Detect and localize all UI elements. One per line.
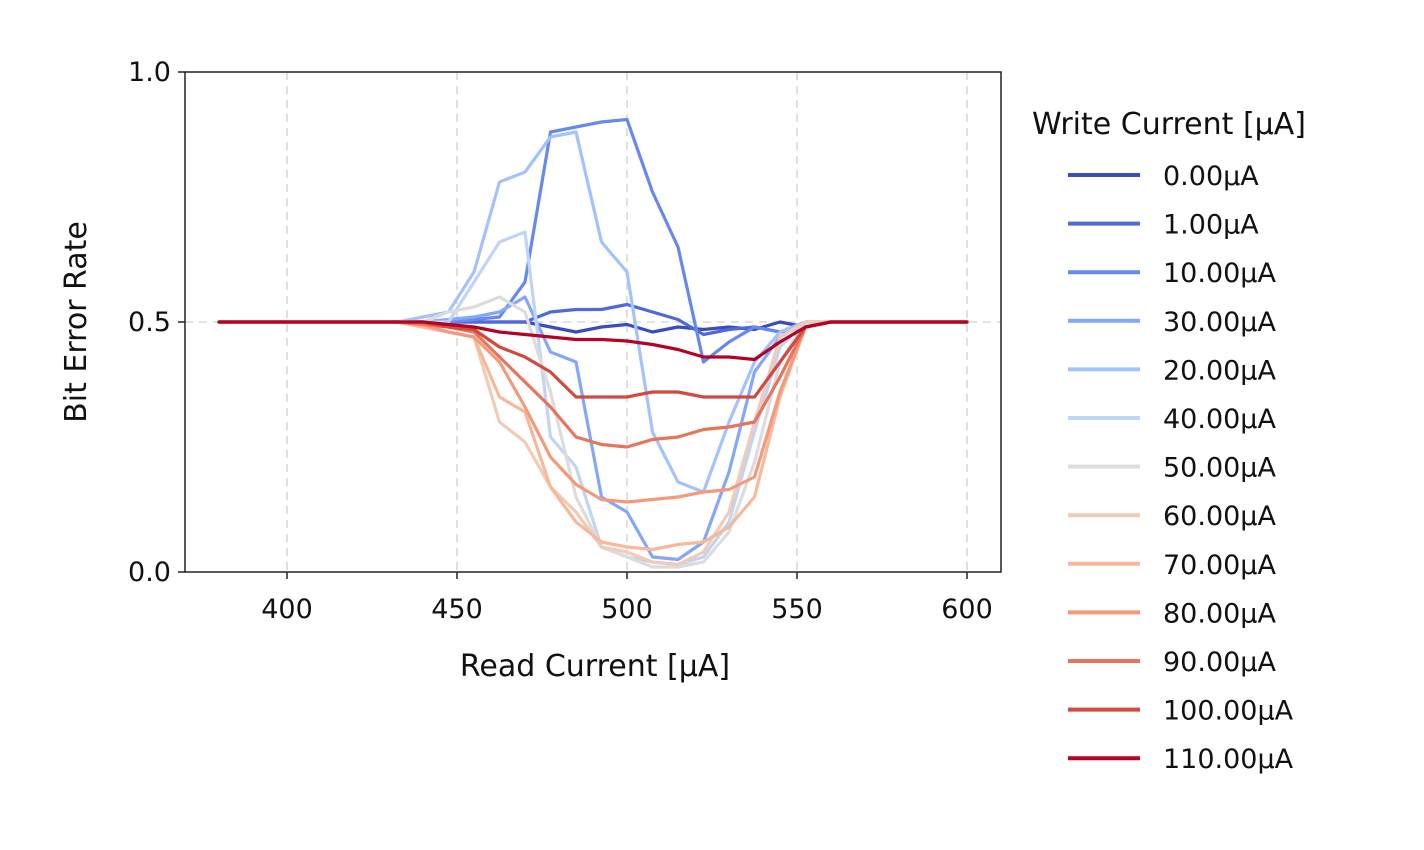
legend-label: 30.00μA (1163, 307, 1276, 338)
legend-label: 0.00μA (1163, 161, 1259, 192)
series-line-2 (217, 117, 969, 364)
legend-label: 10.00μA (1163, 258, 1276, 289)
legend-label: 100.00μA (1163, 696, 1294, 727)
y-tick-label: 1.0 (128, 57, 171, 88)
series-line-4 (217, 130, 969, 494)
legend-label: 80.00μA (1163, 598, 1276, 629)
legend-label: 90.00μA (1163, 647, 1276, 678)
series-lines (217, 117, 969, 569)
series-line-9 (217, 320, 969, 504)
legend-entries: 0.00μA 1.00μA 10.00μA 30.00μA 20.00μA 40.00μA… (1068, 161, 1294, 775)
legend-label: 40.00μA (1163, 404, 1276, 435)
x-tick-label: 600 (941, 594, 993, 625)
y-tick-label: 0.0 (128, 557, 171, 588)
legend-label: 60.00μA (1163, 501, 1276, 532)
x-axis-label: Read Current [μA] (460, 649, 730, 684)
series-line-12 (217, 320, 969, 362)
series-line-11 (217, 320, 969, 399)
x-tick-label: 400 (261, 594, 313, 625)
axis-ticks: 400 450 500 550 600 0.0 0.5 1.0 (128, 57, 993, 625)
legend-label: 70.00μA (1163, 550, 1276, 581)
series-line-6 (217, 295, 969, 569)
x-tick-label: 450 (431, 594, 483, 625)
x-tick-label: 550 (771, 594, 823, 625)
y-tick-label: 0.5 (128, 307, 171, 338)
x-tick-label: 500 (601, 594, 653, 625)
legend-label: 50.00μA (1163, 453, 1276, 484)
legend: Write Current [μA] 0.00μA 1.00μA 10.00μA 30… (1032, 107, 1306, 775)
legend-label: 20.00μA (1163, 355, 1276, 386)
legend-label: 1.00μA (1163, 210, 1259, 241)
legend-title: Write Current [μA] (1032, 107, 1306, 142)
legend-label: 110.00μA (1163, 744, 1294, 775)
y-axis-label: Bit Error Rate (59, 221, 94, 423)
